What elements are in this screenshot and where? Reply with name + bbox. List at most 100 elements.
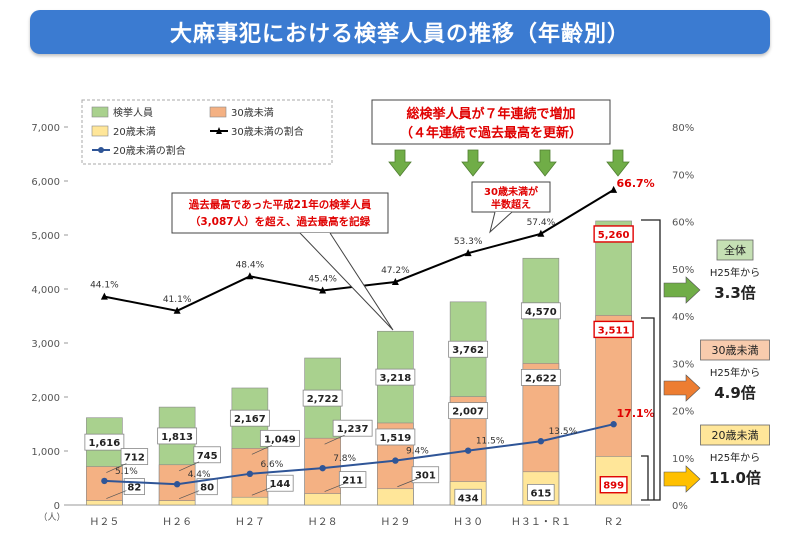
side-note-multiple: 4.9倍 bbox=[714, 384, 756, 402]
bar-u20 bbox=[158, 500, 196, 506]
side-note-label: 全体 bbox=[724, 243, 746, 257]
y-tick-label: 3,000 bbox=[31, 339, 60, 350]
side-note-from: H25年から bbox=[710, 451, 760, 464]
data-label-u30-box bbox=[593, 320, 634, 339]
data-label-u20: 434 bbox=[458, 493, 479, 504]
ratio-u20-point bbox=[101, 477, 108, 485]
bracket-total bbox=[641, 219, 661, 501]
data-label-total: 2,722 bbox=[307, 394, 339, 405]
data-label-ratio-u30: 66.7% bbox=[617, 177, 655, 190]
callout-line-2: （3,087人）を超え、過去最高を記録 bbox=[190, 215, 371, 228]
callout-line-1: 過去最高であった平成21年の検挙人員 bbox=[188, 198, 372, 211]
half-callout-pointer bbox=[489, 211, 513, 234]
y-tick-label: 0 bbox=[54, 501, 60, 512]
data-label-u20-box bbox=[196, 478, 218, 496]
y2-tick-label: 20% bbox=[672, 407, 694, 418]
data-label-u30: 1,237 bbox=[337, 424, 369, 435]
legend-label: 30歳未満 bbox=[231, 107, 274, 119]
data-label-u20-box bbox=[527, 483, 555, 501]
data-label-u30-box bbox=[375, 428, 416, 446]
y2-tick-label: 70% bbox=[672, 170, 694, 181]
bar-u20 bbox=[377, 488, 414, 506]
data-label-u30: 2,007 bbox=[452, 407, 484, 418]
data-label-ratio-u20: 4.4% bbox=[188, 470, 211, 480]
data-label-ratio-u20: 11.5% bbox=[476, 437, 505, 447]
data-label-u20: 211 bbox=[342, 476, 363, 487]
data-label-u20-box bbox=[338, 471, 367, 489]
data-label-ratio-u30: 53.3% bbox=[454, 237, 483, 247]
ratio-u20-point bbox=[537, 438, 545, 445]
data-label-total: 1,616 bbox=[89, 438, 121, 449]
data-label-total-box bbox=[375, 368, 416, 386]
side-note-label: 30歳未満 bbox=[712, 344, 759, 357]
headline-line-1: 総検挙人員が７年連続で増加 bbox=[406, 106, 575, 122]
data-label-u30-box bbox=[332, 419, 373, 437]
leader-line bbox=[106, 463, 127, 473]
bracket-u30 bbox=[641, 317, 655, 500]
chart-title: 大麻事犯における検挙人員の推移（年齢別） bbox=[169, 22, 630, 47]
legend-swatch bbox=[91, 125, 109, 137]
y-axis-unit: （人） bbox=[38, 512, 65, 523]
y2-tick-label: 80% bbox=[672, 123, 694, 134]
leader-line bbox=[106, 490, 127, 499]
data-label-u30-box bbox=[448, 402, 489, 420]
legend-label: 検挙人員 bbox=[113, 106, 153, 119]
data-label-total: 3,762 bbox=[452, 345, 484, 356]
legend-marker bbox=[98, 147, 104, 153]
data-label-ratio-u20: 6.6% bbox=[260, 460, 283, 470]
data-label-u30-box bbox=[193, 446, 221, 464]
x-tick-label: Ｈ３０ bbox=[453, 517, 483, 528]
data-label-u20: 80 bbox=[200, 483, 214, 494]
bar-u30 bbox=[86, 466, 123, 506]
y2-tick-label: 40% bbox=[672, 312, 694, 323]
half-callout-line-1: 30歳未満が bbox=[484, 185, 539, 198]
down-arrow-icon bbox=[533, 149, 557, 177]
x-tick-label: Ｒ２ bbox=[604, 517, 624, 528]
leader-line bbox=[324, 483, 345, 492]
bracket-u20 bbox=[641, 455, 649, 500]
ratio-u30-point bbox=[610, 185, 618, 193]
y-tick-label: 1,000 bbox=[31, 447, 60, 458]
callout-box bbox=[171, 192, 389, 234]
data-label-total: 1,813 bbox=[161, 432, 193, 443]
y2-tick-label: 30% bbox=[672, 359, 694, 370]
data-label-u20-box bbox=[454, 488, 482, 506]
leader-line bbox=[178, 490, 200, 500]
ratio-u20-point bbox=[464, 447, 472, 454]
data-label-ratio-u30: 57.4% bbox=[527, 218, 556, 228]
right-arrow-icon bbox=[663, 374, 701, 402]
ratio-u30-point bbox=[464, 249, 472, 257]
data-label-u20-box bbox=[411, 466, 440, 484]
right-arrow-icon bbox=[663, 465, 701, 493]
x-tick-label: Ｈ２７ bbox=[235, 517, 265, 528]
ratio-u20-point bbox=[392, 457, 399, 464]
data-label-u20: 144 bbox=[269, 479, 290, 490]
bar-u20 bbox=[86, 500, 123, 506]
x-tick-label: Ｈ２６ bbox=[162, 517, 192, 528]
data-label-u30: 712 bbox=[124, 453, 145, 464]
data-label-total-box bbox=[593, 225, 634, 243]
data-label-u30: 2,622 bbox=[525, 373, 557, 384]
side-note-multiple: 11.0倍 bbox=[709, 469, 761, 487]
ratio-u20-line bbox=[104, 423, 614, 486]
data-label-u30: 745 bbox=[197, 451, 218, 462]
leader-line bbox=[397, 478, 418, 488]
data-label-total-box bbox=[229, 409, 270, 427]
y2-tick-label: 10% bbox=[672, 454, 694, 465]
data-label-total-box bbox=[448, 340, 489, 358]
side-note-badge bbox=[716, 239, 754, 261]
y2-tick-label: 60% bbox=[672, 218, 694, 229]
side-note-label: 20歳未満 bbox=[712, 429, 759, 442]
side-note-from: H25年から bbox=[710, 366, 760, 379]
ratio-u20-point bbox=[610, 421, 617, 428]
legend-label: 30歳未満の割合 bbox=[231, 125, 304, 138]
data-label-ratio-u20: 17.1% bbox=[617, 407, 655, 420]
ratio-u30-point bbox=[391, 277, 399, 285]
legend-label: 20歳未満の割合 bbox=[113, 144, 186, 157]
ratio-u30-point bbox=[173, 306, 181, 314]
data-label-u20-box bbox=[266, 474, 294, 492]
data-label-total: 3,218 bbox=[380, 373, 412, 384]
side-note-badge bbox=[700, 339, 770, 361]
data-label-ratio-u30: 48.4% bbox=[236, 260, 265, 270]
